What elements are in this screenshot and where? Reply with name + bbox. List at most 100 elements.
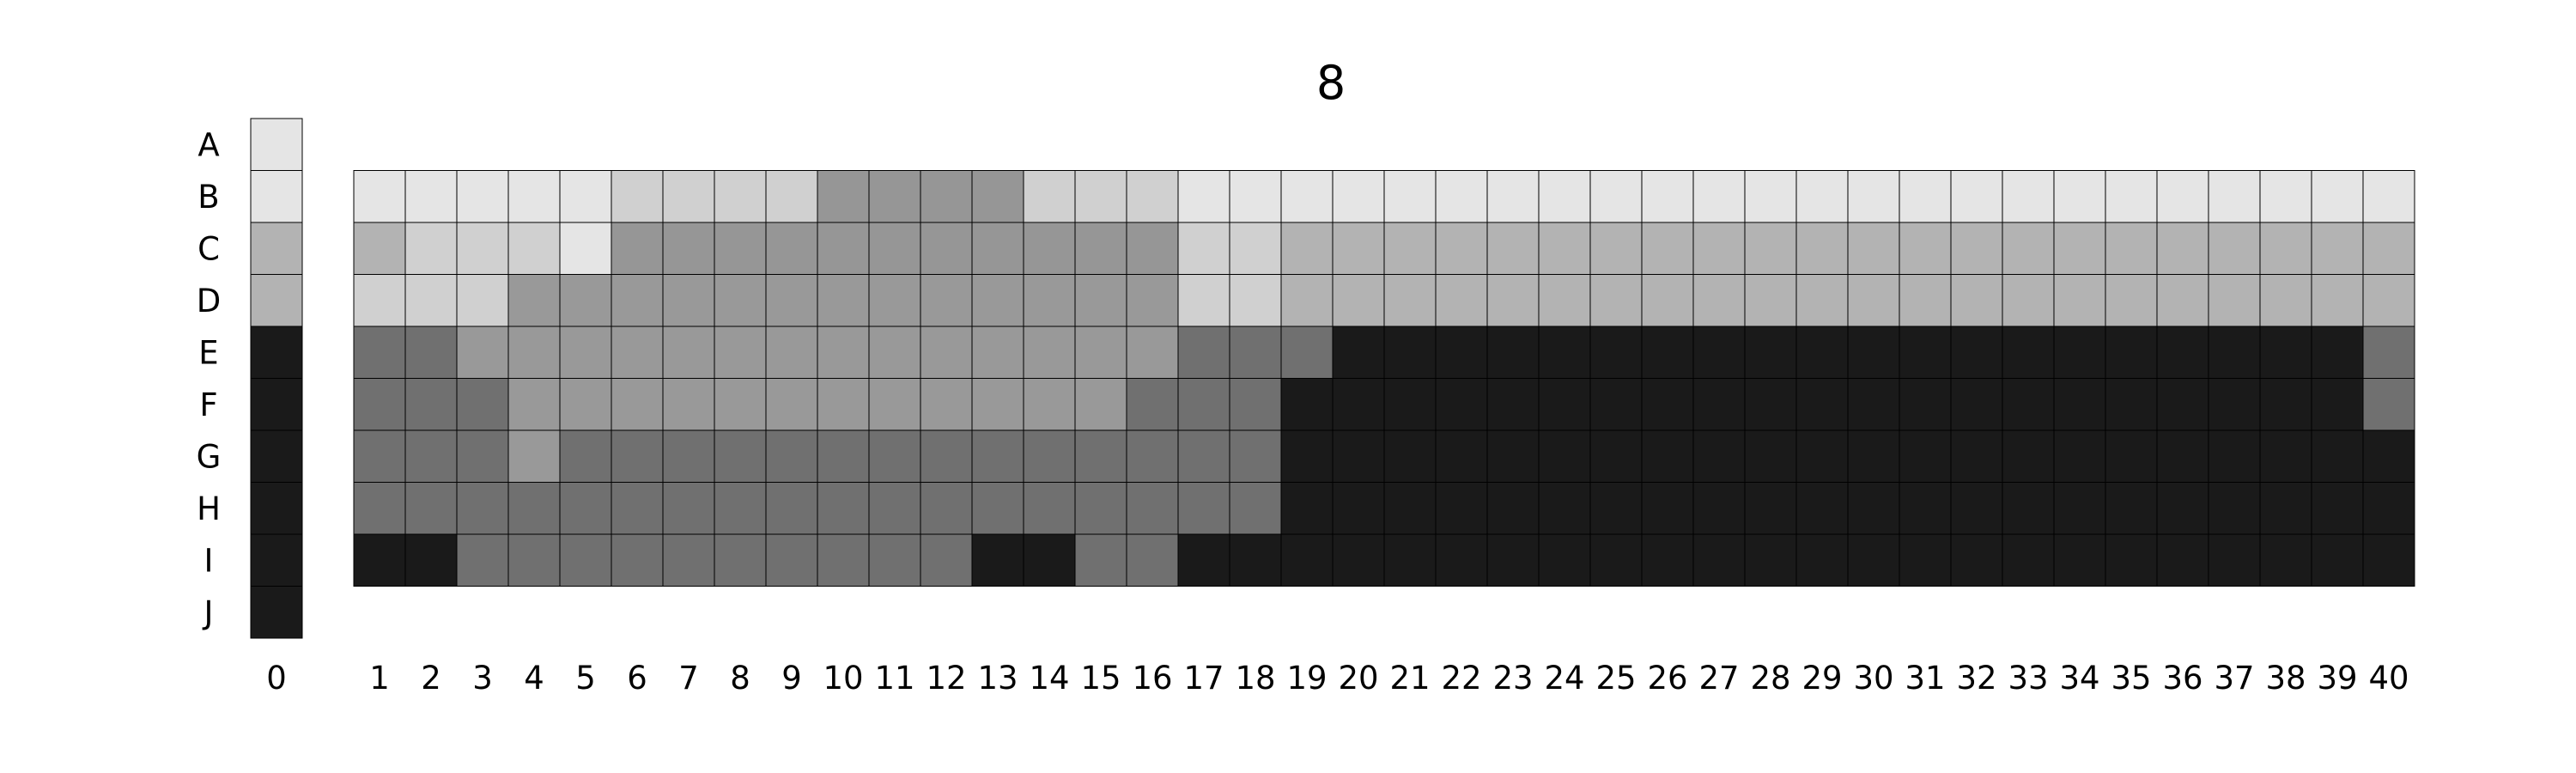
heatmap-cell-f-17 xyxy=(1177,378,1230,431)
heatmap-cell-d-6 xyxy=(611,274,664,327)
column-label-34: 34 xyxy=(2059,660,2099,697)
heatmap-cell-e-25 xyxy=(1589,326,1643,379)
heatmap-cell-i-32 xyxy=(1950,533,2003,587)
heatmap-cell-d-19 xyxy=(1280,274,1334,327)
heatmap-cell-g-9 xyxy=(765,429,818,483)
heatmap-cell-i-28 xyxy=(1744,533,1797,587)
heatmap-cell-i-31 xyxy=(1899,533,1952,587)
heatmap-cell-h-23 xyxy=(1486,482,1540,535)
heatmap-cell-g-26 xyxy=(1641,429,1694,483)
row-label-c: C xyxy=(197,230,220,267)
heatmap-cell-g-27 xyxy=(1692,429,1746,483)
heatmap-cell-f-30 xyxy=(1847,378,1900,431)
heatmap-cell-c-7 xyxy=(662,222,715,275)
heatmap-cell-e-13 xyxy=(971,326,1024,379)
heatmap-cell-i-25 xyxy=(1589,533,1643,587)
heatmap-cell-b-31 xyxy=(1899,170,1952,223)
heatmap-cell-d-26 xyxy=(1641,274,1694,327)
heatmap-cell-f-35 xyxy=(2105,378,2158,431)
heatmap-cell-c-17 xyxy=(1177,222,1230,275)
heatmap-cell-g-28 xyxy=(1744,429,1797,483)
heatmap-cell-g-32 xyxy=(1950,429,2003,483)
heatmap-cell-c-2 xyxy=(404,222,458,275)
heatmap-cell-c-30 xyxy=(1847,222,1900,275)
column-label-31: 31 xyxy=(1905,660,1945,697)
heatmap-cell-i-21 xyxy=(1383,533,1437,587)
heatmap-cell-i-13 xyxy=(971,533,1024,587)
column-label-2: 2 xyxy=(421,660,441,697)
column-label-27: 27 xyxy=(1698,660,1739,697)
heatmap-cell-e-40 xyxy=(2362,326,2415,379)
heatmap-cell-e-33 xyxy=(2002,326,2055,379)
heatmap-cell-f-27 xyxy=(1692,378,1746,431)
column-label-40: 40 xyxy=(2368,660,2409,697)
heatmap-cell-b-1 xyxy=(353,170,406,223)
heatmap-cell-c-29 xyxy=(1795,222,1849,275)
heatmap-cell-g-33 xyxy=(2002,429,2055,483)
heatmap-cell-e-14 xyxy=(1023,326,1076,379)
heatmap-cell-b-16 xyxy=(1126,170,1179,223)
heatmap-cell-d-2 xyxy=(404,274,458,327)
heatmap-cell-d-32 xyxy=(1950,274,2003,327)
heatmap-cell-h-14 xyxy=(1023,482,1076,535)
heatmap-cell-e-5 xyxy=(559,326,612,379)
heatmap-cell-h-40 xyxy=(2362,482,2415,535)
heatmap-cell-b-29 xyxy=(1795,170,1849,223)
heatmap-cell-c-37 xyxy=(2208,222,2261,275)
column-label-21: 21 xyxy=(1389,660,1430,697)
heatmap-cell-b-32 xyxy=(1950,170,2003,223)
column-label-28: 28 xyxy=(1750,660,1790,697)
heatmap-cell-c-14 xyxy=(1023,222,1076,275)
heatmap-cell-b-5 xyxy=(559,170,612,223)
heatmap-cell-c-4 xyxy=(507,222,561,275)
key-cell-e xyxy=(250,326,303,379)
heatmap-cell-d-23 xyxy=(1486,274,1540,327)
key-cell-b xyxy=(250,170,303,223)
column-label-14: 14 xyxy=(1029,660,1069,697)
heatmap-cell-c-39 xyxy=(2311,222,2364,275)
heatmap-cell-i-26 xyxy=(1641,533,1694,587)
heatmap-cell-f-15 xyxy=(1074,378,1127,431)
heatmap-cell-e-23 xyxy=(1486,326,1540,379)
heatmap-cell-i-38 xyxy=(2259,533,2312,587)
heatmap-cell-i-15 xyxy=(1074,533,1127,587)
heatmap-cell-b-28 xyxy=(1744,170,1797,223)
heatmap-cell-e-34 xyxy=(2053,326,2106,379)
heatmap-cell-h-24 xyxy=(1538,482,1591,535)
heatmap-cell-c-10 xyxy=(817,222,870,275)
heatmap-cell-d-5 xyxy=(559,274,612,327)
heatmap-cell-d-21 xyxy=(1383,274,1437,327)
heatmap-cell-e-3 xyxy=(456,326,509,379)
heatmap-cell-h-17 xyxy=(1177,482,1230,535)
heatmap-cell-f-28 xyxy=(1744,378,1797,431)
heatmap-cell-c-31 xyxy=(1899,222,1952,275)
heatmap-cell-g-36 xyxy=(2156,429,2209,483)
heatmap-cell-h-8 xyxy=(714,482,767,535)
heatmap-cell-c-1 xyxy=(353,222,406,275)
heatmap-cell-b-9 xyxy=(765,170,818,223)
heatmap-cell-f-26 xyxy=(1641,378,1694,431)
column-label-33: 33 xyxy=(2008,660,2048,697)
heatmap-cell-h-35 xyxy=(2105,482,2158,535)
heatmap-cell-i-3 xyxy=(456,533,509,587)
heatmap-cell-b-6 xyxy=(611,170,664,223)
column-label-7: 7 xyxy=(678,660,699,697)
heatmap-cell-h-16 xyxy=(1126,482,1179,535)
key-cell-f xyxy=(250,378,303,431)
heatmap-cell-d-20 xyxy=(1332,274,1385,327)
heatmap-cell-c-33 xyxy=(2002,222,2055,275)
heatmap-cell-f-4 xyxy=(507,378,561,431)
column-label-3: 3 xyxy=(472,660,493,697)
heatmap-cell-g-38 xyxy=(2259,429,2312,483)
heatmap-cell-b-14 xyxy=(1023,170,1076,223)
heatmap-cell-g-39 xyxy=(2311,429,2364,483)
heatmap-cell-i-39 xyxy=(2311,533,2364,587)
heatmap-cell-h-37 xyxy=(2208,482,2261,535)
heatmap-cell-f-20 xyxy=(1332,378,1385,431)
heatmap-cell-d-25 xyxy=(1589,274,1643,327)
heatmap-cell-d-39 xyxy=(2311,274,2364,327)
heatmap-cell-e-28 xyxy=(1744,326,1797,379)
heatmap-cell-c-11 xyxy=(868,222,921,275)
heatmap-cell-c-6 xyxy=(611,222,664,275)
heatmap-cell-g-30 xyxy=(1847,429,1900,483)
